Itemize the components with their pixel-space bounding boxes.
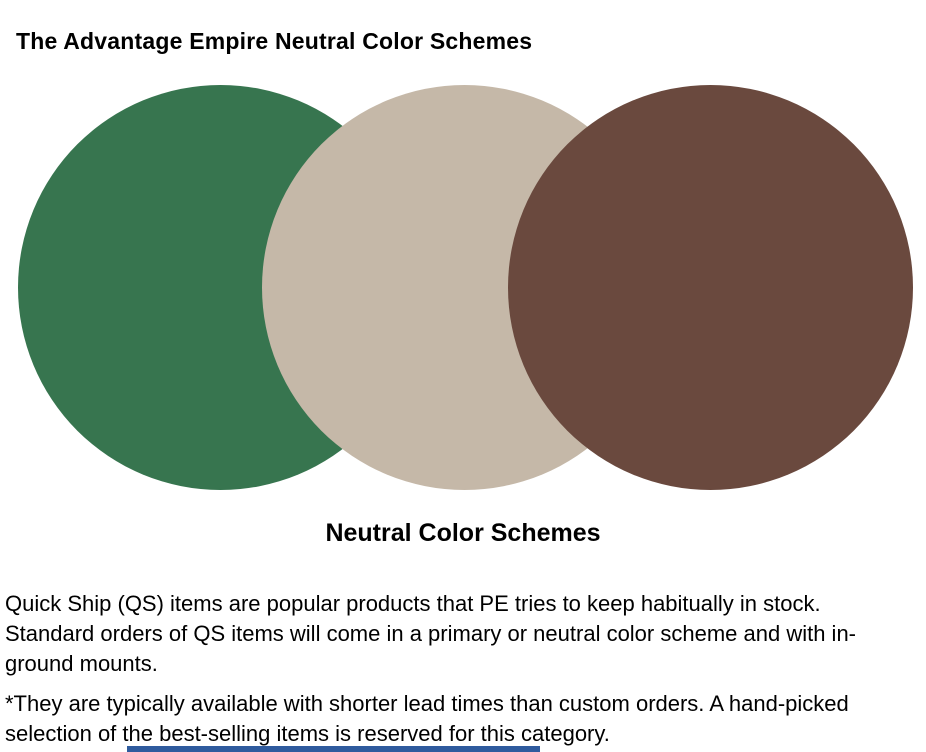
page-title-prefix: The Advantage Empire	[16, 28, 275, 54]
cutoff-blue-element	[127, 746, 540, 752]
brown-swatch-circle	[508, 85, 913, 490]
page-title-suffix: Neutral Color Schemes	[274, 28, 533, 54]
image-caption: Neutral Color Schemes	[325, 519, 601, 547]
page-title: The Advantage Empire Neutral Color Schem…	[16, 28, 532, 55]
paragraph-footnote: *They are typically available with short…	[5, 691, 849, 746]
paragraph-quick-ship: Quick Ship (QS) items are popular produc…	[5, 591, 857, 676]
color-scheme-diagram	[18, 85, 913, 490]
